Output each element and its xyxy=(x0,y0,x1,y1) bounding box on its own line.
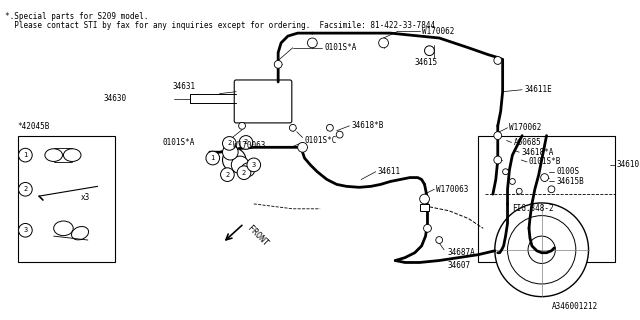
Circle shape xyxy=(275,60,282,68)
Text: 34610: 34610 xyxy=(617,160,640,169)
Text: 0100S: 0100S xyxy=(556,167,579,176)
Circle shape xyxy=(336,131,343,138)
Text: A346001212: A346001212 xyxy=(552,302,598,311)
Text: 2: 2 xyxy=(23,186,28,192)
Text: 34630: 34630 xyxy=(104,94,127,103)
Text: 34607: 34607 xyxy=(447,261,470,270)
Circle shape xyxy=(241,163,255,177)
Circle shape xyxy=(19,182,32,196)
Circle shape xyxy=(494,57,502,64)
FancyBboxPatch shape xyxy=(234,80,292,123)
Text: W170063: W170063 xyxy=(233,141,266,150)
Text: FRONT: FRONT xyxy=(246,224,270,248)
Text: 0101S*A: 0101S*A xyxy=(324,43,356,52)
Text: 34618*A: 34618*A xyxy=(521,148,554,157)
Circle shape xyxy=(494,156,502,164)
Text: 3: 3 xyxy=(252,162,256,168)
Circle shape xyxy=(502,169,509,175)
Circle shape xyxy=(548,186,555,193)
Circle shape xyxy=(516,188,522,194)
Circle shape xyxy=(541,174,548,181)
Circle shape xyxy=(221,168,234,181)
Ellipse shape xyxy=(45,149,63,162)
Circle shape xyxy=(509,179,515,184)
Text: 1: 1 xyxy=(211,155,215,161)
Text: A60685: A60685 xyxy=(513,138,541,147)
Text: 1: 1 xyxy=(23,152,28,158)
Circle shape xyxy=(424,46,435,56)
Circle shape xyxy=(247,158,260,172)
Circle shape xyxy=(237,166,251,180)
Circle shape xyxy=(19,148,32,162)
Circle shape xyxy=(508,216,576,284)
Text: W170063: W170063 xyxy=(436,185,468,194)
Circle shape xyxy=(436,236,443,244)
Text: 34615: 34615 xyxy=(415,58,438,67)
Circle shape xyxy=(223,144,238,160)
Text: 2: 2 xyxy=(242,170,246,176)
Circle shape xyxy=(19,223,32,237)
Ellipse shape xyxy=(63,149,81,162)
Text: W170062: W170062 xyxy=(422,27,454,36)
Text: 0101S*C: 0101S*C xyxy=(305,136,337,145)
Text: 0101S*B: 0101S*B xyxy=(529,157,561,166)
FancyBboxPatch shape xyxy=(420,204,429,211)
Circle shape xyxy=(326,124,333,131)
Text: 34611: 34611 xyxy=(378,167,401,176)
Text: Please contact STI by fax for any inquiries except for ordering.  Facsimile: 81-: Please contact STI by fax for any inquir… xyxy=(5,21,435,30)
Circle shape xyxy=(420,194,429,204)
Circle shape xyxy=(223,137,236,150)
Text: 34687A: 34687A xyxy=(447,248,475,257)
FancyBboxPatch shape xyxy=(17,136,115,262)
Circle shape xyxy=(298,142,307,152)
Text: W170062: W170062 xyxy=(509,123,542,132)
Text: 2: 2 xyxy=(227,140,232,147)
Circle shape xyxy=(231,156,249,174)
Text: 34615B: 34615B xyxy=(556,177,584,186)
Circle shape xyxy=(223,148,246,172)
Circle shape xyxy=(239,136,253,149)
Text: *.Special parts for S209 model.: *.Special parts for S209 model. xyxy=(5,12,148,21)
Circle shape xyxy=(206,151,220,165)
Circle shape xyxy=(424,224,431,232)
Circle shape xyxy=(379,38,388,48)
Text: 3: 3 xyxy=(23,227,28,233)
Text: 34611E: 34611E xyxy=(524,85,552,94)
Text: 2: 2 xyxy=(225,172,230,178)
Text: x3: x3 xyxy=(81,193,90,202)
Circle shape xyxy=(239,123,246,129)
Ellipse shape xyxy=(54,221,73,236)
Circle shape xyxy=(289,124,296,131)
Text: 34631: 34631 xyxy=(172,82,195,91)
Text: 0101S*A: 0101S*A xyxy=(163,138,195,147)
Circle shape xyxy=(307,38,317,48)
Ellipse shape xyxy=(72,227,88,240)
Circle shape xyxy=(494,132,502,140)
Text: 34618*B: 34618*B xyxy=(351,121,384,130)
Circle shape xyxy=(528,236,556,263)
Text: 2: 2 xyxy=(244,140,248,145)
Circle shape xyxy=(495,203,589,297)
Text: FIG.348-2: FIG.348-2 xyxy=(513,204,554,213)
Text: *42045B: *42045B xyxy=(17,122,50,131)
